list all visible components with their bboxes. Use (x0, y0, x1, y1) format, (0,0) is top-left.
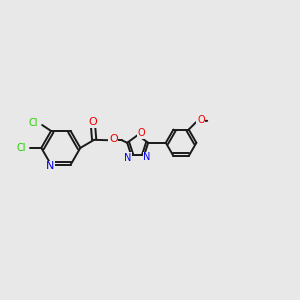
Text: Cl: Cl (29, 118, 38, 128)
Text: N: N (143, 152, 151, 162)
Text: O: O (138, 128, 145, 138)
Text: O: O (197, 116, 205, 125)
Text: O: O (109, 134, 118, 144)
Text: Cl: Cl (16, 143, 26, 153)
Text: N: N (46, 161, 54, 172)
Text: N: N (124, 153, 132, 163)
Text: O: O (89, 117, 98, 127)
